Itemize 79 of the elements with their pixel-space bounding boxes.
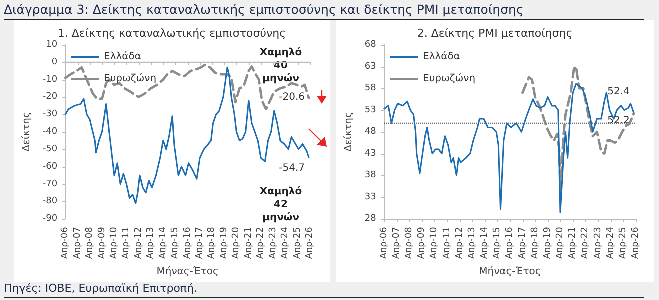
annotation: -54.7 xyxy=(279,163,305,174)
text: Πηγές: ΙΟΒΕ, Ευρωπαϊκή Επιτροπή. xyxy=(4,282,644,298)
x-tick-label: Απρ-15 xyxy=(492,227,503,260)
x-tick-label: Απρ-12 xyxy=(454,227,465,260)
y-tick-label: -40 xyxy=(42,127,58,138)
annotation: 52.4 xyxy=(608,86,630,98)
x-tick-label: Απρ-20 xyxy=(232,226,242,260)
y-tick-label: 10 xyxy=(46,40,58,50)
x-tick-label: Απρ-17 xyxy=(195,227,206,260)
text: Διάγραμμα 3: Δείκτης καταναλωτικής εμπιστοσύνης και δείκτης PMI μεταποίησης xyxy=(4,2,644,20)
y-tick-label: -80 xyxy=(42,196,58,207)
annotation: Χαμηλό 42 μηνών xyxy=(260,186,302,224)
x-tick-label: Απρ-19 xyxy=(219,226,230,260)
chart-title: 2. Δείκτης PMI μεταποίησης xyxy=(417,27,573,40)
y-tick-label: 48 xyxy=(364,127,377,138)
x-tick-label: Απρ-26 xyxy=(305,226,315,260)
x-tick-label: Απρ-21 xyxy=(244,227,254,260)
chart-title: 1. Δείκτης καταναλωτικής εμπιστοσύνης xyxy=(58,27,286,40)
x-tick-label: Απρ-07 xyxy=(72,227,83,260)
y-tick-label: 33 xyxy=(364,192,376,202)
legend-label: Ευρωζώνη xyxy=(423,74,476,84)
x-tick-label: Απρ-11 xyxy=(442,227,452,260)
y-tick-label: 28 xyxy=(364,214,377,224)
x-tick-label: Απρ-10 xyxy=(430,226,440,260)
y-tick-label: 0 xyxy=(52,57,58,68)
y-tick-label: -90 xyxy=(42,214,58,224)
y-tick-label: -10 xyxy=(42,74,58,85)
x-tick-label: Απρ-07 xyxy=(392,227,402,260)
x-tick-label: Απρ-14 xyxy=(158,226,168,260)
x-tick-label: Απρ-25 xyxy=(618,227,628,260)
x-tick-label: Απρ-24 xyxy=(280,226,291,260)
x-tick-label: Απρ-22 xyxy=(256,227,266,260)
x-tick-label: Απρ-13 xyxy=(146,227,156,260)
text: Ελλάδα xyxy=(104,52,142,62)
legend-label: Ελλάδα xyxy=(423,52,461,62)
annotation: -20.6 xyxy=(279,92,305,103)
x-tick-label: Απρ-09 xyxy=(417,226,428,260)
y-tick-label: -30 xyxy=(42,110,58,120)
y-tick-label: 53 xyxy=(364,105,376,116)
x-tick-label: Απρ-25 xyxy=(292,227,303,260)
x-tick-label: Απρ-20 xyxy=(556,226,566,260)
x-tick-label: Απρ-16 xyxy=(505,226,516,260)
x-tick-label: Απρ-11 xyxy=(122,227,132,260)
y-tick-label: 38 xyxy=(364,170,377,181)
x-tick-label: Απρ-22 xyxy=(580,227,591,260)
y-axis-title: Δείκτης xyxy=(344,112,354,152)
x-tick-label: Απρ-24 xyxy=(606,226,616,260)
x-tick-label: Απρ-09 xyxy=(97,226,108,260)
x-tick-label: Απρ-21 xyxy=(568,227,578,260)
x-tick-label: Απρ-17 xyxy=(518,227,528,260)
y-tick-label: 58 xyxy=(364,84,377,94)
x-tick-label: Απρ-15 xyxy=(170,227,181,260)
x-tick-label: Απρ-18 xyxy=(207,226,218,260)
x-tick-label: Απρ-14 xyxy=(480,226,490,260)
x-tick-label: Απρ-12 xyxy=(134,227,144,260)
x-tick-label: Απρ-16 xyxy=(182,226,193,260)
y-tick-label: -70 xyxy=(42,179,58,190)
x-tick-label: Απρ-13 xyxy=(467,227,478,260)
legend-label: Ευρωζώνη xyxy=(104,74,157,84)
x-tick-label: Απρ-06 xyxy=(379,226,390,260)
annotation: 52.2 xyxy=(608,115,630,126)
x-tick-label: Απρ-26 xyxy=(631,226,641,260)
x-tick-label: Απρ-10 xyxy=(109,226,120,260)
x-tick-label: Απρ-19 xyxy=(542,226,553,260)
x-axis-title: Μήνας-Έτος xyxy=(156,266,219,278)
x-tick-label: Απρ-23 xyxy=(268,227,278,260)
y-tick-label: -60 xyxy=(42,162,58,172)
y-tick-label: -50 xyxy=(42,144,58,154)
y-tick-label: 68 xyxy=(364,40,377,50)
y-tick-label: 43 xyxy=(364,148,376,159)
x-tick-label: Απρ-18 xyxy=(530,226,540,260)
x-tick-label: Απρ-06 xyxy=(60,226,71,260)
y-tick-label: 63 xyxy=(364,62,376,72)
x-tick-label: Απρ-08 xyxy=(85,226,96,260)
x-tick-label: Απρ-08 xyxy=(404,226,415,260)
x-tick-label: Απρ-23 xyxy=(593,227,604,260)
y-tick-label: -20 xyxy=(42,92,58,102)
x-axis-title: Μήνας-Έτος xyxy=(479,266,542,278)
y-axis-title: Δείκτης xyxy=(22,112,32,152)
